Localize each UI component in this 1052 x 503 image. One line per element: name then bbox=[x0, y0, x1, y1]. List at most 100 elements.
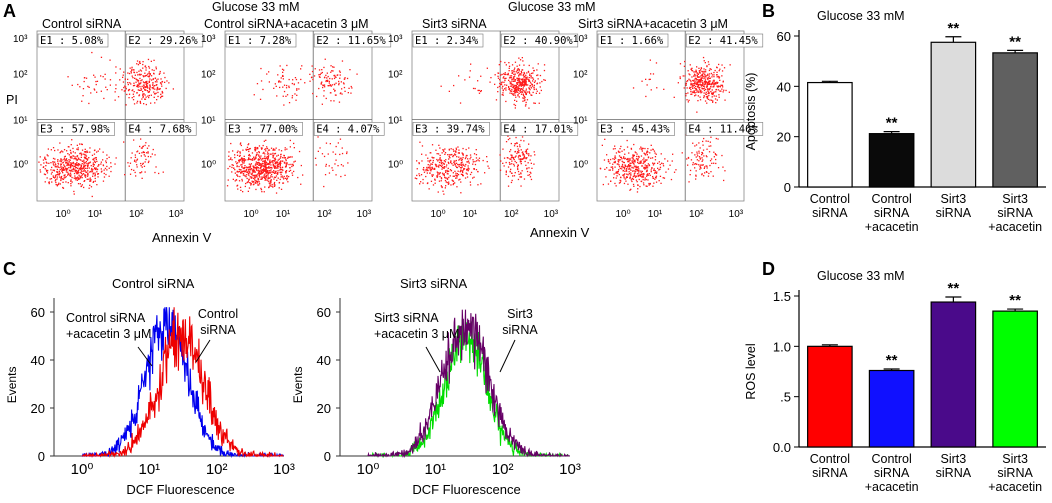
flow-plot-frame bbox=[36, 30, 185, 202]
flow-y-tick: 10⁰ bbox=[388, 160, 403, 171]
quadrant-e1-label: E1 : 2.34% bbox=[415, 35, 479, 47]
hist-x-tick-label: 10³ bbox=[273, 461, 295, 478]
quadrant-e3-label-box bbox=[412, 122, 490, 136]
bar-y-label: Apoptosis (%) bbox=[744, 73, 758, 151]
ros-bar-chart: Glucose 33 mM 0.0 .5 1.0 1.5 ROS level Control… bbox=[744, 269, 1046, 494]
panel-label-d: D bbox=[762, 259, 775, 279]
glucose-header-left: Glucose 33 mM bbox=[212, 0, 300, 14]
hist-x-tick-label: 10³ bbox=[559, 461, 581, 478]
quadrant-e1-label-box bbox=[412, 33, 484, 48]
bar-category-label: siRNA bbox=[874, 206, 910, 220]
bar-category-label: Sirt3 bbox=[941, 192, 967, 206]
quadrant-e4-label-box bbox=[500, 122, 579, 136]
flow-x-tick: 10¹ bbox=[648, 209, 663, 220]
bar-chart-title: Glucose 33 mM bbox=[817, 9, 905, 23]
bar-y-label: ROS level bbox=[744, 343, 758, 399]
quadrant-e2-label-box bbox=[313, 33, 392, 48]
quadrant-e1-label-box bbox=[225, 33, 297, 48]
quadrant-e2-label-box bbox=[125, 33, 204, 48]
flow-y-tick: 10³ bbox=[388, 34, 403, 45]
flow-plot-title: Control siRNA+acacetin 3 μM bbox=[204, 17, 369, 31]
bar-3 bbox=[930, 41, 977, 188]
hist-annotation-right: Control bbox=[198, 307, 238, 321]
bar-category-label: Sirt3 bbox=[1002, 192, 1028, 206]
bar-y-tick-label: 40 bbox=[777, 79, 791, 94]
bar-category-label: Control bbox=[871, 192, 911, 206]
bar-category-label: siRNA bbox=[812, 466, 848, 480]
bar-y-tick-label: 1.0 bbox=[773, 339, 791, 354]
flow-x-tick: 10⁰ bbox=[243, 209, 258, 220]
hist-annotation-left: Control siRNA bbox=[66, 311, 146, 325]
flow-x-tick: 10⁰ bbox=[55, 209, 70, 220]
quadrant-e2-label-box bbox=[685, 33, 764, 48]
hist-annotation-right: siRNA bbox=[200, 323, 236, 337]
bar-category-label: siRNA bbox=[874, 466, 910, 480]
flow-plot-2: Control siRNA+acacetin 3 μM E1 : 7.28% E2 … bbox=[201, 17, 392, 220]
bar-4 bbox=[992, 52, 1038, 188]
bar-2 bbox=[868, 133, 915, 188]
histogram-title: Sirt3 siRNA bbox=[400, 276, 468, 291]
bar-category-label: siRNA bbox=[997, 466, 1033, 480]
bar-category-label: Control bbox=[810, 192, 850, 206]
flow-x-tick: 10² bbox=[317, 209, 332, 220]
quadrant-e2-label: E2 : 11.65% bbox=[316, 35, 386, 47]
hist-x-tick-label: 10² bbox=[492, 461, 514, 478]
significance-marker: ** bbox=[948, 280, 960, 297]
hist-y-label: Events bbox=[5, 367, 19, 404]
bar-y-tick-label: 1.5 bbox=[773, 289, 791, 304]
flow-x-label-left: Annexin V bbox=[152, 230, 212, 245]
flow-cytometry-plots: Control siRNA E1 : 5.08% E2 : 29.26% E3 : 5… bbox=[13, 17, 764, 220]
flow-plot-frame bbox=[411, 30, 560, 202]
bar-2 bbox=[868, 369, 915, 448]
hist-y-tick-label: 20 bbox=[31, 401, 45, 416]
flow-y-tick: 10¹ bbox=[573, 115, 588, 126]
hist-x-label: DCF Fluorescence bbox=[412, 482, 520, 497]
hist-y-tick-label: 40 bbox=[31, 353, 45, 368]
quadrant-e4-label: E4 : 17.01% bbox=[503, 123, 573, 135]
quadrant-e1-label: E1 : 1.66% bbox=[600, 35, 664, 47]
bar-category-label: Control bbox=[871, 452, 911, 466]
hist-y-tick-label: 0 bbox=[38, 449, 45, 464]
hist-y-tick-label: 40 bbox=[317, 353, 331, 368]
hist-annotation-right: Sirt3 bbox=[507, 307, 533, 321]
bar-category-label: siRNA bbox=[812, 206, 848, 220]
quadrant-e3-label-box bbox=[597, 122, 675, 136]
hist-y-tick-label: 60 bbox=[317, 305, 331, 320]
quadrant-e4-label-box bbox=[313, 122, 385, 136]
bar-category-label: siRNA bbox=[936, 206, 972, 220]
flow-x-tick: 10³ bbox=[357, 209, 372, 220]
hist-x-tick-label: 10¹ bbox=[138, 461, 160, 478]
flow-y-tick: 10⁰ bbox=[573, 160, 588, 171]
quadrant-e4-label-box bbox=[685, 122, 764, 136]
bar-category-label: Sirt3 bbox=[1002, 452, 1028, 466]
histogram-curve-2 bbox=[81, 307, 284, 459]
hist-y-tick-label: 20 bbox=[317, 401, 331, 416]
quadrant-e4-label: E4 : 11.46% bbox=[688, 123, 758, 135]
quadrant-e3-label: E3 : 39.74% bbox=[415, 123, 485, 135]
flow-y-tick: 10³ bbox=[201, 34, 216, 45]
panel-label-a: A bbox=[3, 1, 16, 21]
flow-y-tick: 10¹ bbox=[388, 115, 403, 126]
histogram-curve-2 bbox=[367, 309, 570, 459]
bar-1 bbox=[807, 81, 853, 188]
flow-plot-frame bbox=[596, 30, 745, 202]
annotation-pointer-left bbox=[137, 346, 153, 367]
annotation-pointer-right bbox=[499, 339, 516, 373]
significance-marker: ** bbox=[886, 115, 898, 132]
hist-annotation-left: Sirt3 siRNA bbox=[374, 311, 439, 325]
bar-category-label: +acacetin bbox=[988, 480, 1042, 494]
bar-category-label: Control bbox=[810, 452, 850, 466]
hist-annotation-left: +acacetin 3 μM bbox=[66, 327, 151, 341]
panel-label-b: B bbox=[762, 1, 775, 21]
quadrant-e4-label: E4 : 7.68% bbox=[128, 123, 192, 135]
hist-x-tick-label: 10⁰ bbox=[71, 461, 94, 478]
hist-y-label: Events bbox=[291, 367, 305, 404]
quadrant-e3-label-box bbox=[37, 122, 115, 136]
quadrant-e3-label: E3 : 45.43% bbox=[600, 123, 670, 135]
quadrant-e3-label: E3 : 77.00% bbox=[228, 123, 298, 135]
flow-x-tick: 10³ bbox=[729, 209, 744, 220]
quadrant-e1-label-box bbox=[37, 33, 109, 48]
flow-x-tick: 10⁰ bbox=[615, 209, 630, 220]
flow-x-tick: 10³ bbox=[544, 209, 559, 220]
